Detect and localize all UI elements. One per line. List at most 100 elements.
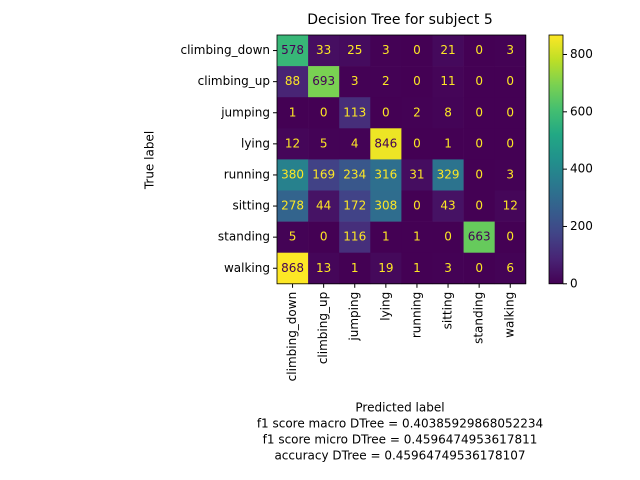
cell-label: 3 <box>351 74 359 88</box>
cell <box>401 66 433 98</box>
cell <box>432 35 464 67</box>
x-tick-label: running <box>409 292 423 338</box>
cell <box>277 97 309 129</box>
cell-label: 1 <box>444 136 452 150</box>
x-tick-label: jumping <box>347 292 361 342</box>
cell <box>494 159 527 191</box>
annotation: f1 score micro DTree = 0.459647495361781… <box>263 433 538 447</box>
cell <box>463 66 495 98</box>
cell-label: 0 <box>320 105 328 119</box>
colorbar <box>548 34 564 285</box>
cell-label: 234 <box>343 167 366 181</box>
cell <box>277 66 309 98</box>
cell <box>494 128 527 160</box>
cell-label: 0 <box>506 136 514 150</box>
cell-label: 6 <box>506 261 514 275</box>
cell <box>308 66 340 98</box>
cell <box>494 66 527 98</box>
cell-label: 43 <box>440 199 455 213</box>
y-tick-label: running <box>224 167 270 181</box>
x-tick-label: standing <box>472 292 486 344</box>
cell <box>494 97 527 129</box>
cell-label: 3 <box>506 167 514 181</box>
cell-label: 113 <box>343 105 366 119</box>
cell-label: 33 <box>316 43 331 57</box>
cell <box>370 97 402 129</box>
cell <box>432 128 464 160</box>
cell <box>339 252 371 285</box>
cell-label: 31 <box>409 167 424 181</box>
cell <box>401 159 433 191</box>
cell-label: 0 <box>320 230 328 244</box>
cell-label: 2 <box>382 74 390 88</box>
cell-label: 21 <box>440 43 455 57</box>
cell <box>308 128 340 160</box>
cell-label: 11 <box>440 74 455 88</box>
cell-label: 868 <box>281 261 304 275</box>
cell-label: 25 <box>347 43 362 57</box>
cell <box>370 128 402 160</box>
cell <box>370 190 402 222</box>
cell <box>308 159 340 191</box>
cell <box>432 221 464 253</box>
cell <box>401 221 433 253</box>
cell <box>277 35 309 67</box>
cell-label: 0 <box>506 230 514 244</box>
cell <box>463 159 495 191</box>
cell <box>401 190 433 222</box>
y-axis-label: True label <box>143 131 157 190</box>
cell <box>432 66 464 98</box>
cell <box>432 159 464 191</box>
cell <box>308 190 340 222</box>
cell <box>308 97 340 129</box>
cell-label: 0 <box>475 261 483 275</box>
cell <box>432 97 464 129</box>
cell <box>463 97 495 129</box>
cell-label: 0 <box>475 105 483 119</box>
cell <box>339 128 371 160</box>
cell-label: 0 <box>475 136 483 150</box>
cell-label: 5 <box>320 136 328 150</box>
cell <box>339 221 371 253</box>
cell-label: 12 <box>285 136 300 150</box>
y-tick-label: sitting <box>232 199 270 213</box>
y-tick-label: climbing_up <box>198 74 270 88</box>
cell-label: 1 <box>413 230 421 244</box>
cell-label: 0 <box>475 74 483 88</box>
cell-label: 19 <box>378 261 393 275</box>
annotation: f1 score macro DTree = 0.403859298680522… <box>257 417 543 431</box>
y-tick-label: jumping <box>220 105 270 119</box>
cell-label: 116 <box>343 230 366 244</box>
x-tick-label: sitting <box>441 292 455 330</box>
x-tick-label: climbing_down <box>285 292 299 382</box>
cell-label: 0 <box>382 105 390 119</box>
cell-label: 1 <box>289 105 297 119</box>
cell-label: 316 <box>374 167 397 181</box>
cell <box>308 221 340 253</box>
cell <box>339 35 371 67</box>
cell <box>432 252 464 285</box>
cell-label: 172 <box>343 199 366 213</box>
cell <box>494 35 527 67</box>
chart-title: Decision Tree for subject 5 <box>307 12 492 28</box>
cell <box>370 66 402 98</box>
cell-label: 1 <box>413 261 421 275</box>
colorbar-tick-label: 800 <box>570 47 593 61</box>
cell-label: 1 <box>351 261 359 275</box>
cell <box>370 35 402 67</box>
cell-label: 2 <box>413 105 421 119</box>
cell-label: 3 <box>382 43 390 57</box>
cell <box>463 35 495 67</box>
cell-label: 12 <box>503 199 518 213</box>
plot-frame <box>276 34 527 285</box>
cell <box>401 35 433 67</box>
cell-label: 380 <box>281 167 304 181</box>
cell <box>463 252 495 285</box>
cell <box>277 190 309 222</box>
cell <box>339 190 371 222</box>
cell <box>432 190 464 222</box>
cell <box>277 159 309 191</box>
cell <box>494 252 527 285</box>
cell-label: 4 <box>351 136 359 150</box>
